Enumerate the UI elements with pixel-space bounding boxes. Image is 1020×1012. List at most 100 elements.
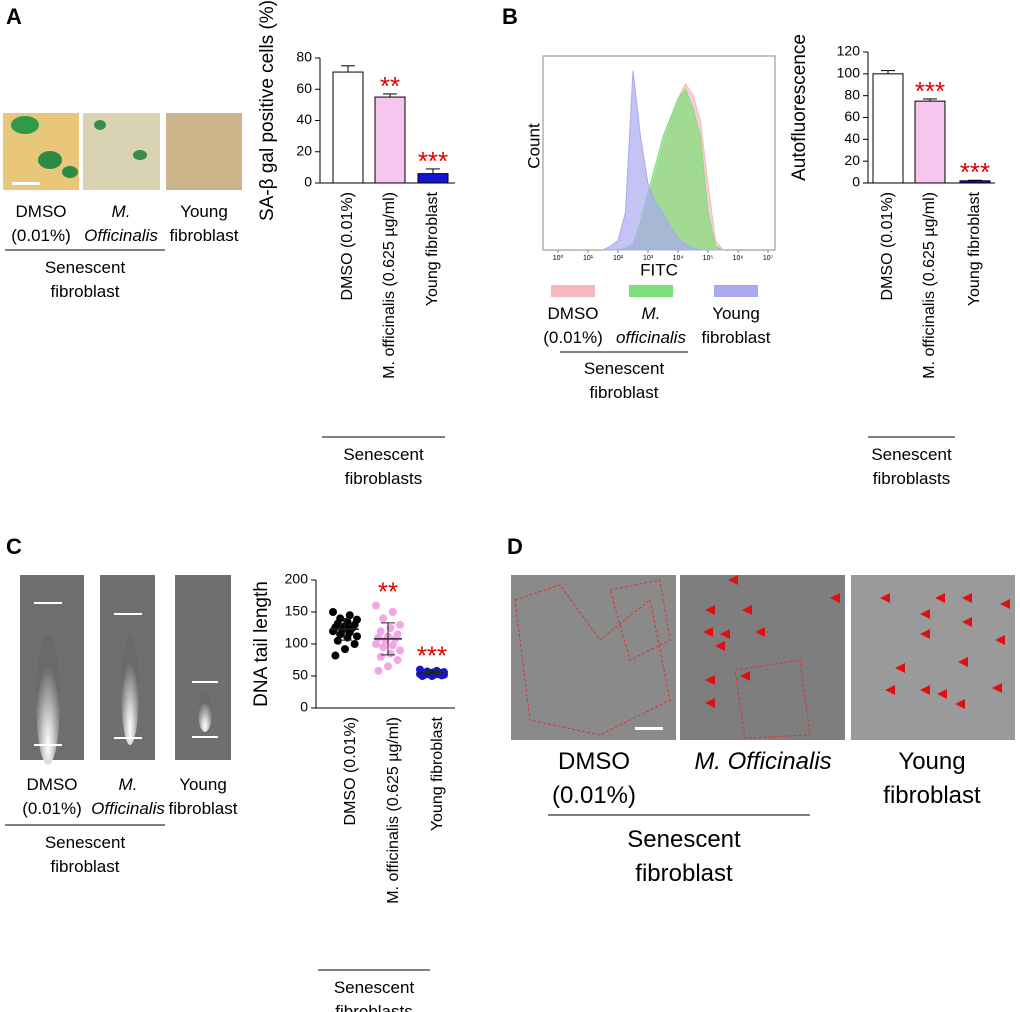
stain [133,150,147,160]
cell-outline [609,579,671,661]
stain [11,116,39,134]
point [428,672,436,680]
significance: *** [418,146,448,176]
image-caption: M. Officinalis [91,775,165,818]
panel-label: D [507,534,523,559]
point [379,614,388,623]
image [166,113,242,190]
x-tick-label: DMSO (0.01%) [339,192,356,300]
point [350,640,359,648]
arrowheads [703,575,1010,709]
x-tick-label: 10³ [643,255,654,262]
a-images [3,113,242,190]
x-tick-label: M. officinalis (0.625 µg/ml) [385,717,402,904]
y-tick-label: 0 [300,699,308,715]
point [384,662,392,671]
y-tick-label: 80 [844,86,860,102]
image-caption: M. Officinalis [694,748,832,775]
panel-label: C [6,534,22,559]
y-tick-label: 100 [837,65,861,81]
significance: ** [378,576,398,606]
y-tick-label: 20 [296,142,312,158]
group-label: Senescent fibroblast [44,258,126,301]
image-caption: M. Officinalis [84,202,158,245]
y-tick-label: 20 [844,152,860,168]
y-axis-label: SA-β gal positive cells (%) [257,0,278,221]
significance: *** [417,640,447,670]
scale-bar [12,182,40,185]
cell-outline [734,659,811,739]
y-tick-label: 40 [296,111,312,127]
point [396,646,404,655]
image-caption: Young fibroblast [168,775,238,818]
comet [198,692,212,732]
x-tick-label: DMSO (0.01%) [342,717,359,825]
point [376,652,385,661]
bar [332,71,364,184]
stain [94,120,106,130]
point [374,666,383,675]
group-label: Senescent fibroblast [44,833,126,876]
x-tick-label: M. officinalis (0.625 µg/ml) [381,192,398,379]
image [511,575,676,740]
point [372,601,380,610]
point [388,608,397,616]
image-caption: Young fibroblast [169,202,239,245]
x-tick-label: 10¹ [583,255,594,262]
x-axis-label: FITC [640,260,678,279]
image-caption: Young fibroblast [883,748,981,809]
y-axis-label: Autofluorescence [789,34,810,181]
point [393,656,402,664]
point [388,641,397,650]
panel-label: A [6,4,22,29]
point [353,632,361,641]
point [336,630,345,639]
x-tick-label: 10² [613,255,624,262]
x-tick-label: DMSO (0.01%) [879,192,896,300]
image [851,575,1015,740]
x-tick-label: Young fibroblast [966,191,983,306]
y-tick-label: 200 [285,571,309,587]
point [333,636,342,645]
stain [62,166,78,178]
x-tick-label: Young fibroblast [429,716,446,831]
x-tick-label: 10⁷ [763,255,774,262]
x-tick-label: 10⁵ [703,255,714,262]
significance: *** [960,157,990,187]
y-axis-label: Count [524,123,543,169]
image-caption: DMSO (0.01%) [22,775,82,818]
histogram-area [602,70,723,251]
point [341,645,349,654]
point [376,627,385,636]
comet [121,635,139,745]
scale-bar [635,727,663,730]
image [175,575,231,760]
legend-swatch [629,285,673,297]
y-tick-label: 80 [296,49,312,65]
y-axis-label: DNA tail length [251,581,272,707]
y-tick-label: 0 [304,174,312,190]
bar [374,96,406,184]
group-label: Senescent fibroblast [583,359,665,402]
c-images [20,575,231,765]
bar [914,100,946,184]
significance: ** [380,71,400,101]
point [329,627,337,636]
y-tick-label: 50 [292,667,308,683]
y-tick-label: 100 [285,635,309,651]
x-tick-label: 10⁴ [673,255,684,262]
legend-label: M. officinalis [616,304,686,347]
panel-label: B [502,4,518,29]
point [331,651,340,660]
group-label: Senescent fibroblasts [871,445,952,488]
stain [38,151,62,169]
y-tick-label: 60 [296,80,312,96]
y-tick-label: 150 [285,603,309,619]
point [329,608,337,616]
point [372,640,380,648]
y-tick-label: 40 [844,130,860,146]
legend-swatch [714,285,758,297]
y-tick-label: 120 [837,43,861,59]
